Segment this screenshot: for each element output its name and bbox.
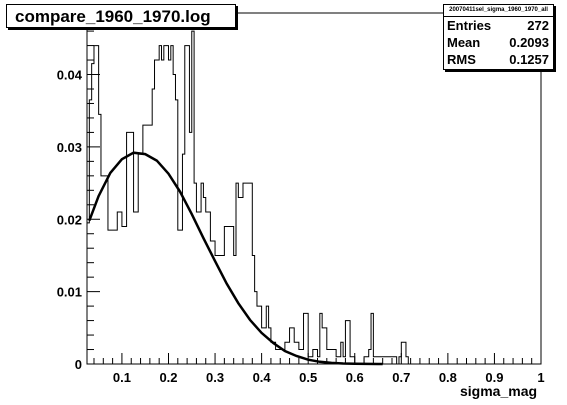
- y-tick-label: 0.02: [57, 212, 82, 227]
- x-tick-label: 0.9: [485, 370, 503, 385]
- x-tick-label: 1: [537, 370, 544, 385]
- fit-curve: [88, 151, 383, 366]
- x-tick-label: 0.2: [159, 370, 177, 385]
- stats-box: 20070411sel_sigma_1960_1970_all Entries …: [443, 4, 554, 70]
- axes: 0.1 0.2 0.3 0.4 0.5 0.6 0.7 0.8 0.9 1 0 0.01 0.02 0.0…: [57, 16, 545, 385]
- stats-row-mean: Mean 0.2093: [444, 34, 553, 51]
- histogram-outline: [86, 30, 409, 365]
- plot-frame: [86, 12, 542, 365]
- x-tick-label: 0.5: [299, 370, 317, 385]
- x-axis-title: sigma_mag: [460, 383, 538, 399]
- x-tick-label: 0.4: [253, 370, 272, 385]
- stats-histogram-name: 20070411sel_sigma_1960_1970_all: [444, 5, 553, 17]
- stats-value: 0.2093: [509, 35, 549, 50]
- x-tick-label: 0.6: [346, 370, 364, 385]
- stats-value: 272: [527, 18, 549, 33]
- x-tick-label: 0.7: [392, 370, 410, 385]
- y-tick-label: 0: [75, 357, 82, 372]
- x-tick-label: 0.3: [206, 370, 224, 385]
- y-tick-label: 0.04: [57, 68, 83, 83]
- y-tick-label: 0.03: [57, 140, 82, 155]
- stats-value: 0.1257: [509, 52, 549, 67]
- stats-row-rms: RMS 0.1257: [444, 51, 553, 68]
- stats-label: RMS: [447, 52, 476, 67]
- x-tick-label: 0.8: [439, 370, 457, 385]
- x-tick-label: 0.1: [113, 370, 131, 385]
- y-tick-label: 0.01: [57, 285, 82, 300]
- stats-row-entries: Entries 272: [444, 17, 553, 34]
- stats-label: Entries: [447, 18, 492, 33]
- plot-title: compare_1960_1970.log: [6, 4, 236, 28]
- stats-label: Mean: [447, 35, 481, 50]
